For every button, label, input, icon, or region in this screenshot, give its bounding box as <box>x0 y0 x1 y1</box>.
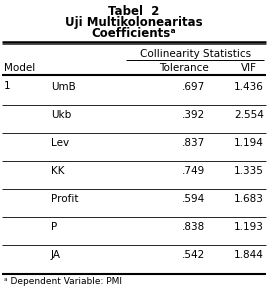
Text: JA: JA <box>51 250 61 260</box>
Text: KK: KK <box>51 166 64 176</box>
Text: Collinearity Statistics: Collinearity Statistics <box>140 49 251 59</box>
Text: .749: .749 <box>182 166 205 176</box>
Text: 1.683: 1.683 <box>234 194 264 204</box>
Text: 1: 1 <box>4 81 11 91</box>
Text: Lev: Lev <box>51 138 69 148</box>
Text: 1.194: 1.194 <box>234 138 264 148</box>
Text: .594: .594 <box>182 194 205 204</box>
Text: .697: .697 <box>182 82 205 92</box>
Text: 1.844: 1.844 <box>234 250 264 260</box>
Text: .542: .542 <box>182 250 205 260</box>
Text: 1.436: 1.436 <box>234 82 264 92</box>
Text: .837: .837 <box>182 138 205 148</box>
Text: VIF: VIF <box>241 63 257 73</box>
Text: UmB: UmB <box>51 82 76 92</box>
Text: .838: .838 <box>182 222 205 232</box>
Text: Ukb: Ukb <box>51 110 71 120</box>
Text: Uji Multikolonearitas: Uji Multikolonearitas <box>65 16 203 29</box>
Text: ᵃ Dependent Variable: PMI: ᵃ Dependent Variable: PMI <box>4 277 122 286</box>
Text: Coefficientsᵃ: Coefficientsᵃ <box>92 27 176 40</box>
Text: 1.335: 1.335 <box>234 166 264 176</box>
Text: 1.193: 1.193 <box>234 222 264 232</box>
Text: Profit: Profit <box>51 194 79 204</box>
Text: P: P <box>51 222 57 232</box>
Text: Tabel  2: Tabel 2 <box>108 5 160 18</box>
Text: 2.554: 2.554 <box>234 110 264 120</box>
Text: .392: .392 <box>182 110 205 120</box>
Text: Tolerance: Tolerance <box>159 63 209 73</box>
Text: Model: Model <box>4 63 35 73</box>
